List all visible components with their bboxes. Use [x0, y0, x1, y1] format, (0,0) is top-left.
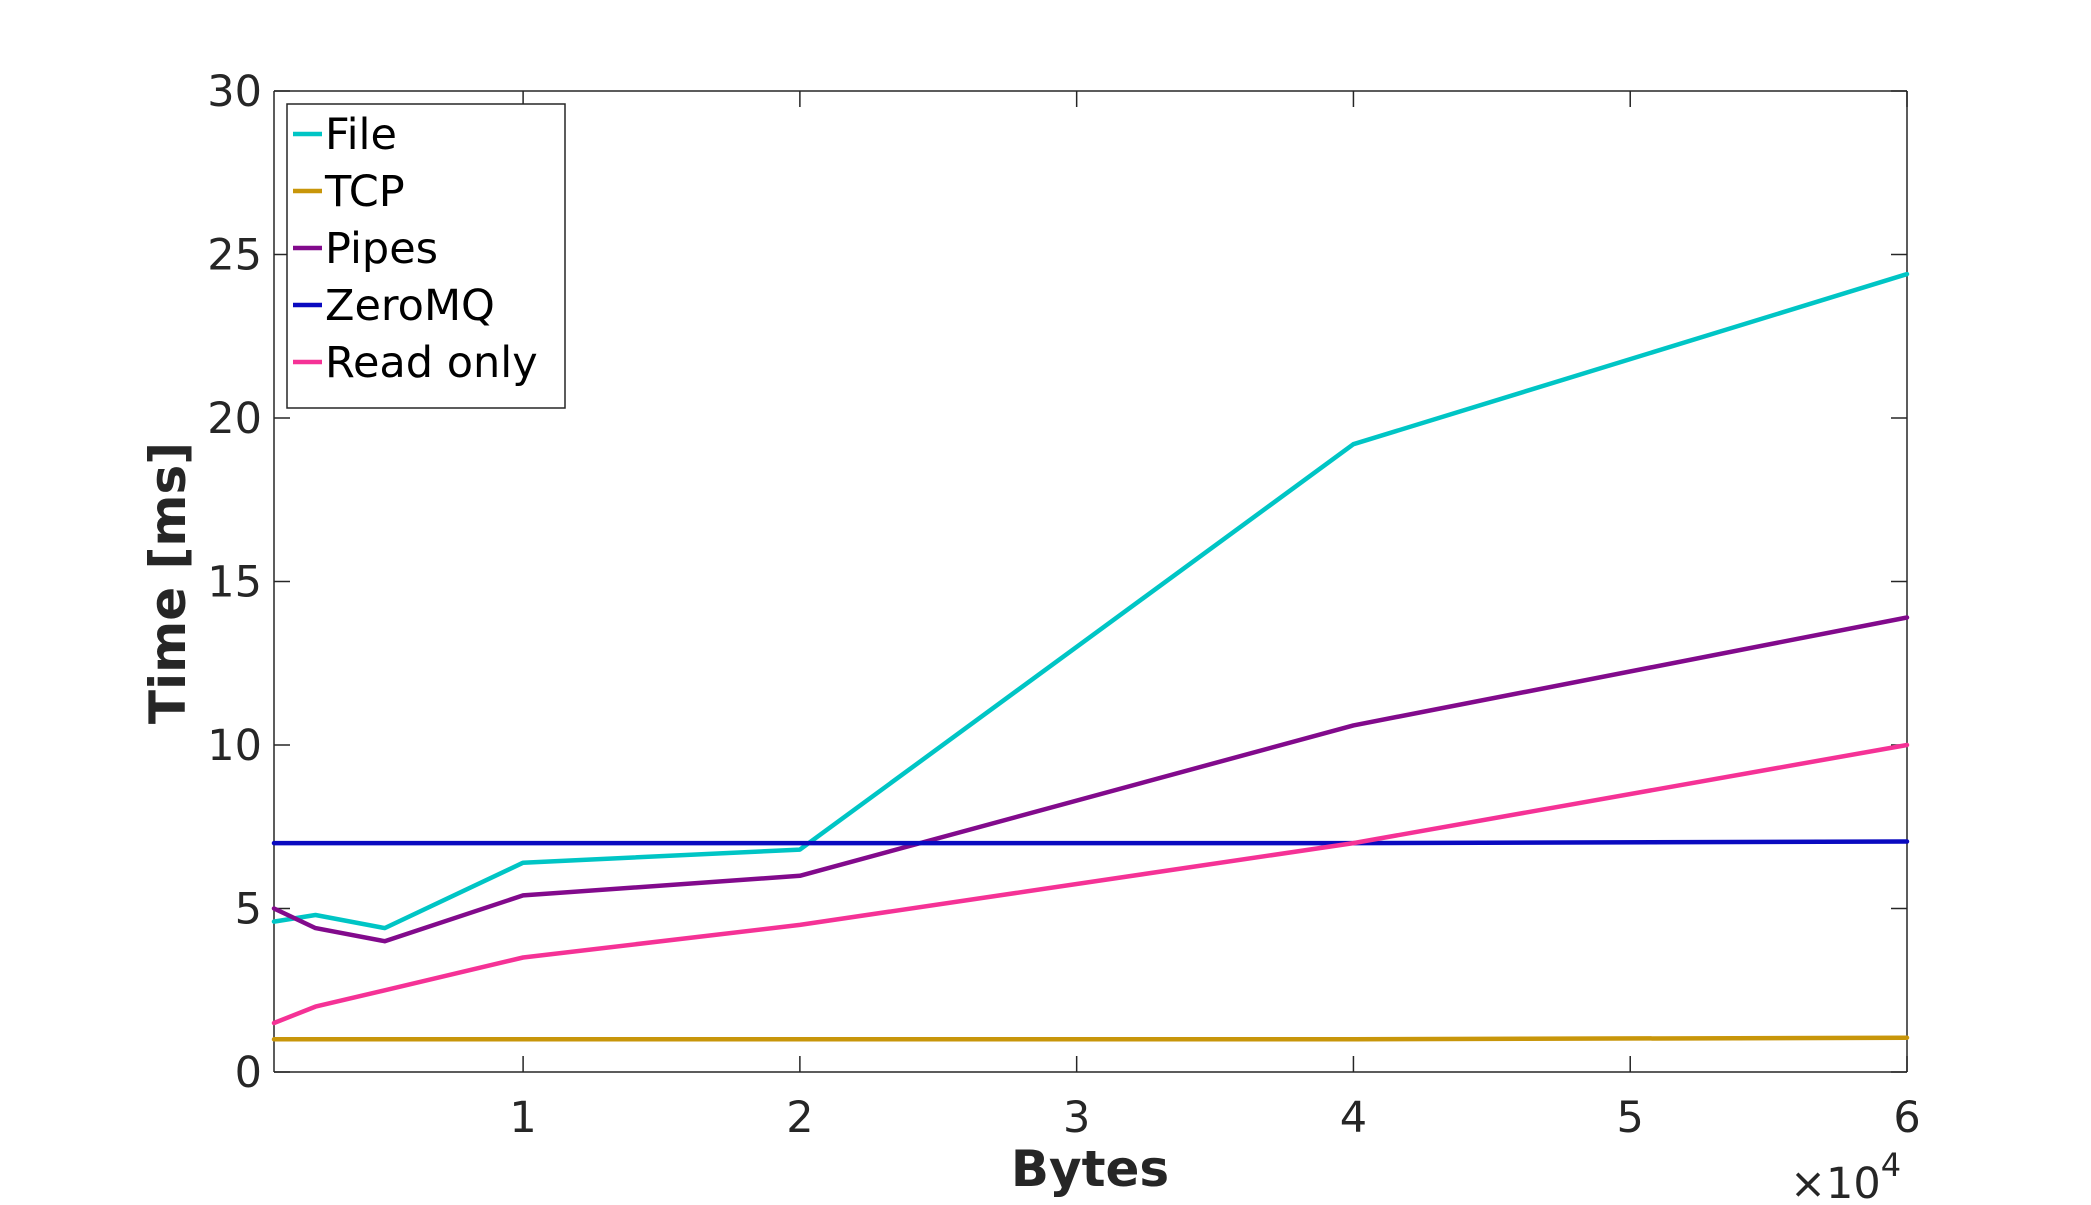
series-line-file	[271, 271, 1910, 931]
axes-layer: 1 2 3 4 5 6 0 5 10 15 20 25 30	[207, 67, 1920, 1143]
legend-box	[286, 103, 566, 409]
y-tick-label: 15	[207, 558, 262, 608]
legend-label-file: File	[325, 110, 397, 160]
y-tick-label: 0	[235, 1048, 262, 1098]
series-line-pipes	[271, 615, 1910, 944]
y-tick-label: 10	[207, 721, 262, 771]
legend-label-pipes: Pipes	[325, 224, 438, 274]
y-tick-label: 25	[207, 231, 262, 281]
y-tick-label: 20	[207, 394, 262, 444]
x-tick-label: 4	[1340, 1093, 1367, 1143]
x-axis-label: Bytes	[1011, 1140, 1169, 1198]
x-tick-label: 6	[1893, 1093, 1920, 1143]
series-line-read-only	[271, 742, 1910, 1026]
y-axis-label: Time [ms]	[139, 442, 197, 724]
series-line-tcp	[271, 1035, 1910, 1042]
x-tick-label: 3	[1063, 1093, 1090, 1143]
x-axis-multiplier: ×104	[1790, 1146, 1901, 1201]
legend-label-read-only: Read only	[325, 338, 538, 388]
legend-label-tcp: TCP	[324, 167, 405, 217]
legend-label-zeromq: ZeroMQ	[325, 281, 495, 331]
y-tick-label: 5	[235, 885, 262, 935]
x-tick-label: 2	[786, 1093, 813, 1143]
series-layer	[271, 271, 1910, 1042]
y-tick-label: 30	[207, 67, 262, 117]
series-line-zeromq	[271, 839, 1910, 846]
axis-labels: Bytes Time [ms] ×104	[139, 442, 1901, 1205]
x-axis-multiplier-exponent: 4	[1881, 1146, 1901, 1184]
x-axis-multiplier-base: ×10	[1790, 1159, 1881, 1201]
x-tick-label: 5	[1617, 1093, 1644, 1143]
legend: File TCP Pipes ZeroMQ Read only	[286, 103, 566, 409]
x-tick-label: 1	[509, 1093, 536, 1143]
